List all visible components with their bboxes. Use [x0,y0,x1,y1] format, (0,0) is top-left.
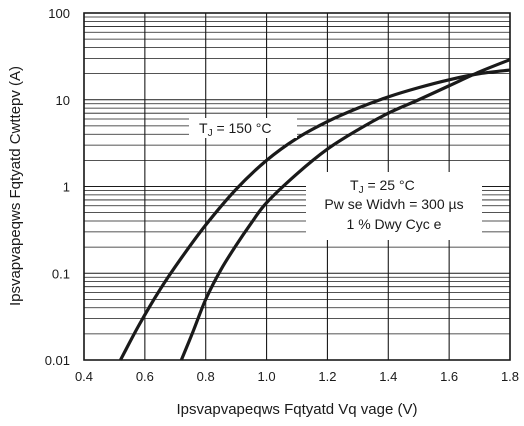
x-tick-label: 1.6 [440,369,458,384]
annotation-25c: TJ = 25 °C [350,177,415,196]
y-axis-label: Ipsvapvapeqws Fqtyatd Cwttepv (A) [7,66,24,306]
y-tick-label: 1 [63,180,70,195]
annotation-150c-background [189,118,297,138]
x-tick-label: 0.4 [75,369,93,384]
series-line-1 [179,58,511,361]
x-tick-label: 0.6 [136,369,154,384]
x-tick-label: 1.4 [379,369,397,384]
annotation-pulse-width: Pw se Widvh = 300 µs [324,196,463,212]
x-tick-label: 0.8 [197,369,215,384]
annotation-layer: TJ = 150 °C TJ = 25 °C Pw se Widvh = 300… [189,118,482,240]
y-tick-label: 100 [48,6,70,21]
x-axis-label: Ipsvapvapeqws Fqtyatd Vq vage (V) [177,401,418,418]
annotation-duty-cycle: 1 % Dwy Cyc e [347,216,442,232]
x-tick-label: 1.2 [318,369,336,384]
y-tick-label: 10 [56,93,70,108]
y-tick-label: 0.01 [45,353,70,368]
tick-labels: 0.4 0.6 0.8 1.0 1.2 1.4 1.6 1.8 0.01 0.1 1 10 100 [45,6,519,384]
x-tick-label: 1.0 [258,369,276,384]
x-tick-label: 1.8 [501,369,519,384]
plot-frame [83,12,511,361]
series-line-0 [119,68,511,361]
y-tick-label: 0.1 [52,266,70,281]
series-layer [119,58,511,361]
annotation-25c-background [306,172,482,240]
annotation-150c: TJ = 150 °C [199,120,271,139]
